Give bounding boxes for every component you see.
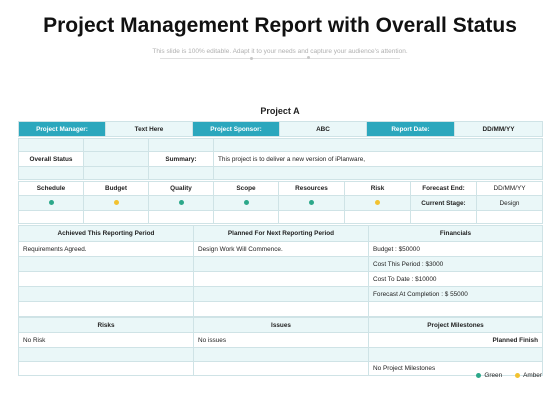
- risks-issues-table: Risks Issues Project Milestones No Risk …: [18, 317, 543, 376]
- amber-dot-icon: [515, 373, 521, 378]
- legend-amber-label: Amber: [523, 372, 542, 379]
- status-legend: Green Amber: [468, 372, 542, 379]
- info-table: Project Manager: Text Here Project Spons…: [18, 121, 543, 137]
- financial-cost-to-date: Cost To Date : $10000: [368, 271, 543, 287]
- status-indicator-scope: [243, 200, 249, 206]
- reporting-period-table: Achieved This Reporting Period Planned F…: [18, 225, 543, 317]
- summary-label: Summary:: [148, 151, 214, 167]
- financial-cost-this-period: Cost This Period : $3000: [368, 256, 543, 272]
- project-manager-label: Project Manager:: [18, 121, 106, 137]
- page-title: Project Management Report with Overall S…: [43, 14, 517, 37]
- status-header-budget: Budget: [83, 181, 149, 196]
- planned-header: Planned For Next Reporting Period: [193, 225, 369, 242]
- status-indicator-risk: [375, 200, 380, 206]
- financial-budget: Budget : $50000: [368, 241, 543, 257]
- achieved-value: Requirements Agreed.: [18, 241, 194, 257]
- report-date-label: Report Date:: [366, 121, 455, 137]
- milestones-header: Project Milestones: [368, 317, 543, 333]
- status-indicator-budget: [113, 200, 119, 206]
- risks-header: Risks: [18, 317, 194, 333]
- status-header-scope: Scope: [213, 181, 279, 196]
- decorative-divider: [160, 58, 400, 59]
- legend-green: Green: [476, 372, 502, 379]
- status-indicator-resources: [309, 200, 314, 206]
- project-sponsor-value: ABC: [279, 121, 367, 137]
- status-header-resources: Resources: [278, 181, 345, 196]
- divider-dot: [250, 57, 253, 60]
- planned-value: Design Work Will Commence.: [193, 241, 369, 257]
- project-sponsor-label: Project Sponsor:: [192, 121, 280, 137]
- risks-value: No Risk: [18, 332, 194, 348]
- overall-status-label: Overall Status: [18, 151, 84, 167]
- status-header-quality: Quality: [148, 181, 214, 196]
- current-stage-label: Current Stage:: [410, 195, 477, 211]
- milestones-value: No Project Milestones: [368, 361, 543, 376]
- status-indicator-schedule: [48, 200, 54, 206]
- status-header-risk: Risk: [344, 181, 411, 196]
- overall-status-table: Overall Status Summary: This project is …: [18, 138, 543, 180]
- issues-value: No issues: [193, 332, 369, 348]
- status-indicator-quality: [178, 200, 184, 206]
- project-name: Project A: [260, 106, 300, 116]
- project-manager-value: Text Here: [105, 121, 193, 137]
- legend-green-label: Green: [484, 372, 503, 379]
- status-header-schedule: Schedule: [18, 181, 84, 196]
- summary-value: This project is to deliver a new version…: [213, 151, 543, 167]
- divider-dot: [307, 56, 310, 59]
- report-date-value: DD/MM/YY: [454, 121, 543, 137]
- legend-amber: Amber: [515, 372, 542, 379]
- financial-forecast-completion: Forecast At Completion : $ 55000: [368, 286, 543, 302]
- forecast-end-label: Forecast End:: [410, 181, 477, 196]
- achieved-header: Achieved This Reporting Period: [18, 225, 194, 242]
- issues-header: Issues: [193, 317, 369, 333]
- page-subtitle: This slide is 100% editable. Adapt it to…: [152, 48, 408, 55]
- current-stage-value: Design: [476, 195, 543, 211]
- overall-status-indicator: [83, 151, 149, 167]
- green-dot-icon: [476, 373, 482, 378]
- forecast-end-value: DD/MM/YY: [476, 181, 543, 196]
- financials-header: Financials: [368, 225, 543, 242]
- status-table: Schedule Budget Quality Scope Resources …: [18, 181, 543, 224]
- planned-finish-label: Planned Finish: [368, 332, 543, 348]
